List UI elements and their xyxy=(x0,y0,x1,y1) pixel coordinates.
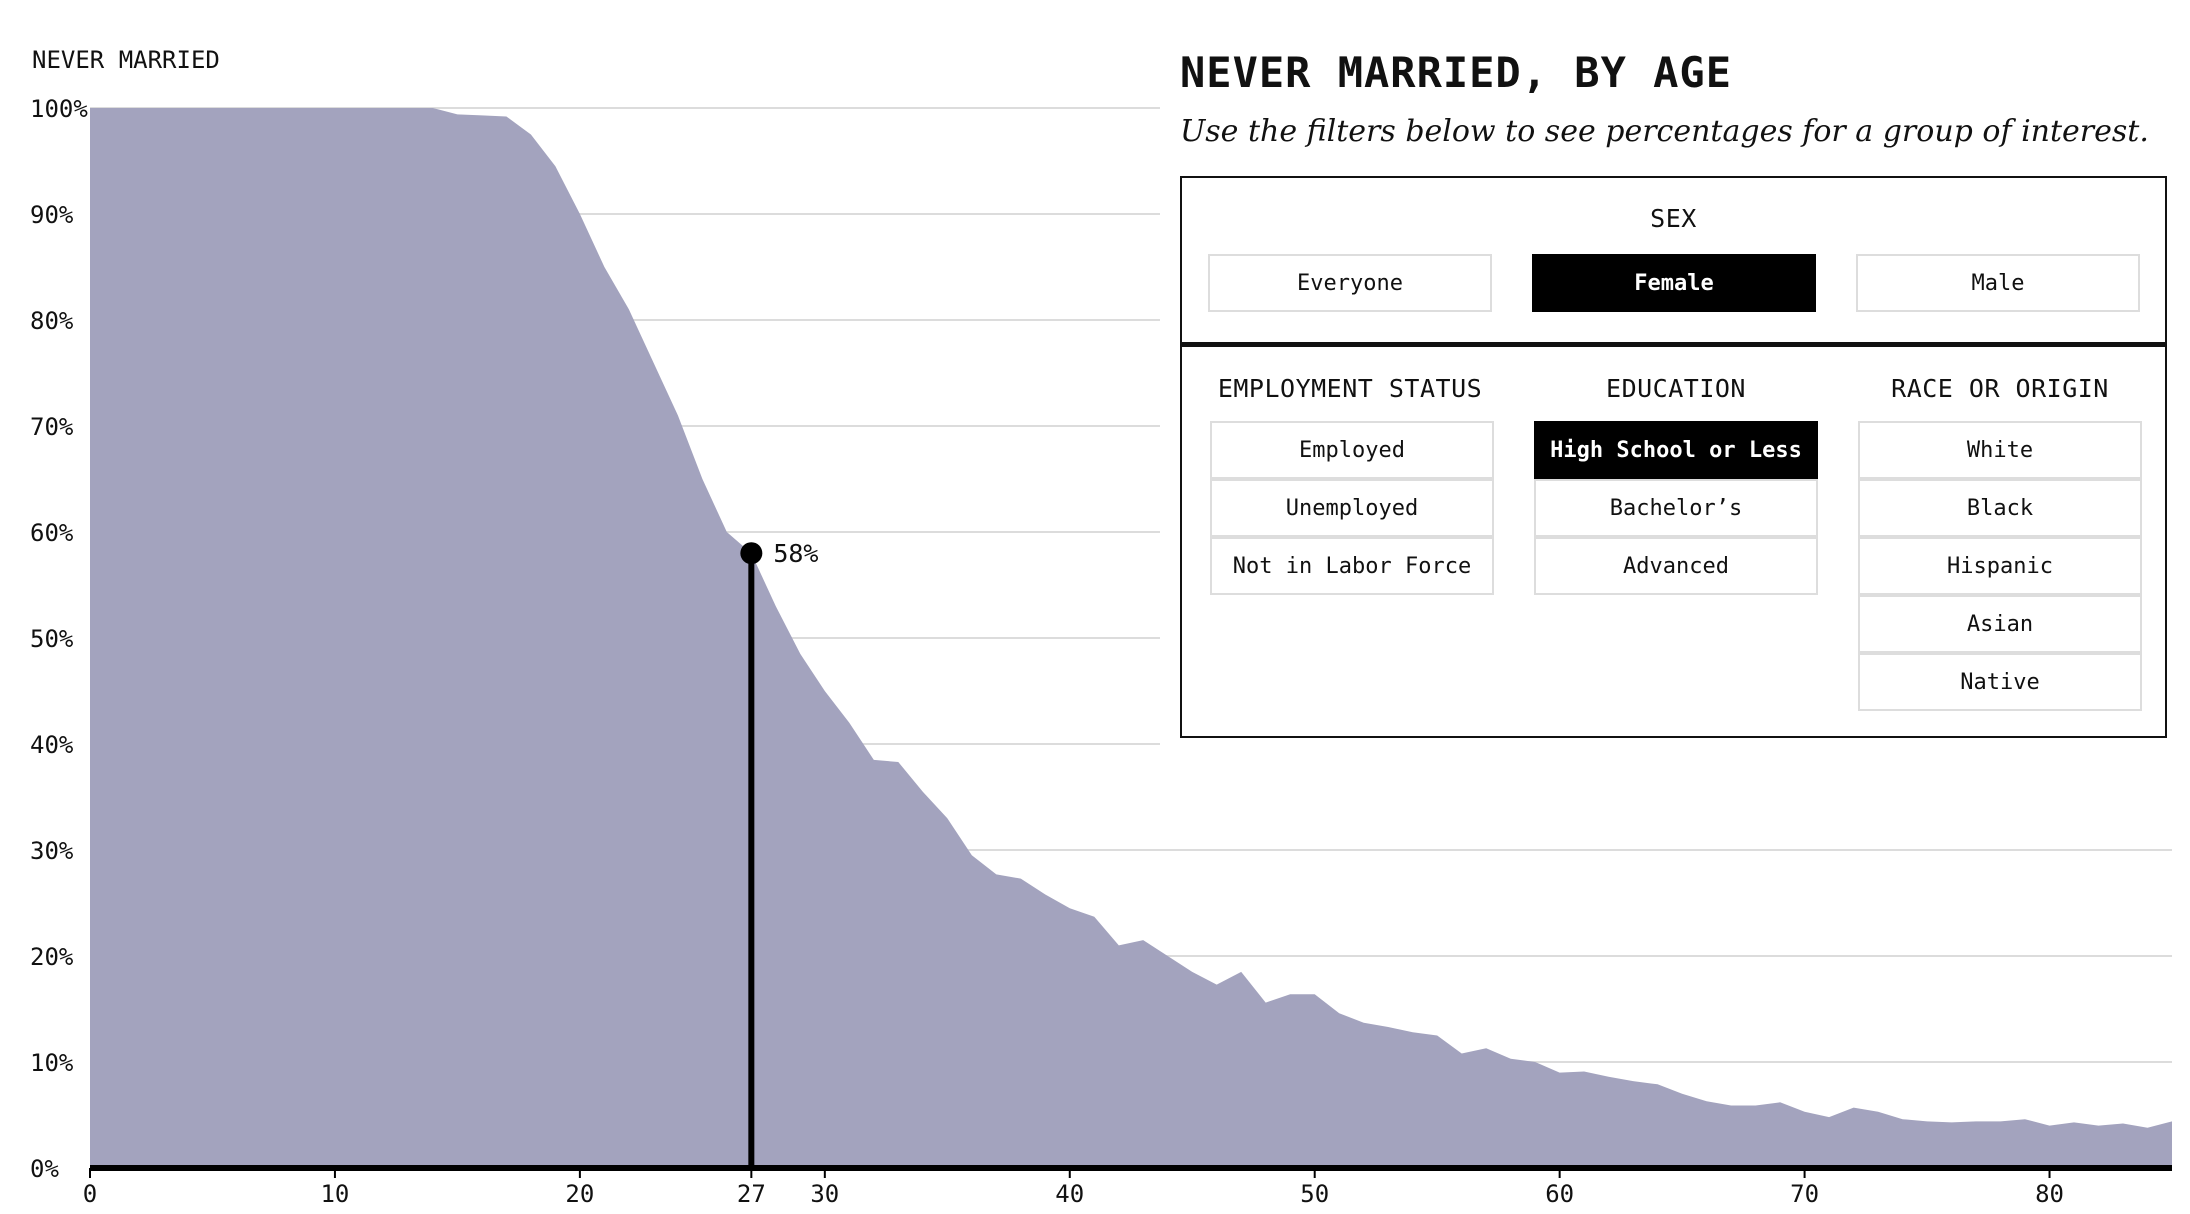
employment-employed-button[interactable]: Employed xyxy=(1210,421,1494,479)
x-tick-label: 40 xyxy=(1055,1180,1084,1208)
sex-heading: SEX xyxy=(1650,204,1697,233)
employment-not-in-labor-force-button[interactable]: Not in Labor Force xyxy=(1210,537,1494,595)
x-tick-label: 27 xyxy=(737,1180,766,1208)
education-advanced-button[interactable]: Advanced xyxy=(1534,537,1818,595)
page-title: NEVER MARRIED, BY AGE xyxy=(1180,48,1733,97)
highlight-marker-dot[interactable] xyxy=(740,542,763,565)
y-axis-tick-labels: 0% 10% 20% 30% 40% 50% 60% 70% 80% 90% 100% xyxy=(30,95,88,1183)
education-high-school-button[interactable]: High School or Less xyxy=(1534,421,1818,479)
y-tick-label: 30% xyxy=(30,837,74,865)
education-heading: EDUCATION xyxy=(1606,374,1746,403)
y-tick-label: 100% xyxy=(30,95,88,123)
x-tick-label: 70 xyxy=(1790,1180,1819,1208)
sex-everyone-button[interactable]: Everyone xyxy=(1208,254,1492,312)
race-white-button[interactable]: White xyxy=(1858,421,2142,479)
race-heading: RACE OR ORIGIN xyxy=(1891,374,2109,403)
x-tick-label: 50 xyxy=(1300,1180,1329,1208)
x-tick-label: 20 xyxy=(565,1180,594,1208)
race-hispanic-button[interactable]: Hispanic xyxy=(1858,537,2142,595)
y-tick-label: 40% xyxy=(30,731,74,759)
y-axis-label: NEVER MARRIED xyxy=(32,46,220,74)
x-tick-label: 0 xyxy=(83,1180,97,1208)
x-tick-label: 30 xyxy=(810,1180,839,1208)
y-tick-label: 80% xyxy=(30,307,74,335)
y-tick-label: 10% xyxy=(30,1049,74,1077)
x-tick-label: 60 xyxy=(1545,1180,1574,1208)
race-asian-button[interactable]: Asian xyxy=(1858,595,2142,653)
sex-female-button[interactable]: Female xyxy=(1532,254,1816,312)
filter-panel: NEVER MARRIED, BY AGE Use the filters be… xyxy=(1180,42,2170,738)
race-native-button[interactable]: Native xyxy=(1858,653,2142,711)
sex-male-button[interactable]: Male xyxy=(1856,254,2140,312)
x-tick-label: 80 xyxy=(2035,1180,2064,1208)
employment-unemployed-button[interactable]: Unemployed xyxy=(1210,479,1494,537)
y-tick-label: 20% xyxy=(30,943,74,971)
filters-box: SEX Everyone Female Male EMPLOYMENT STAT… xyxy=(1180,176,2167,738)
employment-heading: EMPLOYMENT STATUS xyxy=(1217,374,1483,403)
y-tick-label: 90% xyxy=(30,201,74,229)
y-tick-label: 50% xyxy=(30,625,74,653)
highlight-value-label: 58% xyxy=(773,539,818,568)
x-axis-tick-labels: 0 10 20 27 30 40 50 60 70 80 xyxy=(83,1168,2064,1208)
y-tick-label: 60% xyxy=(30,519,74,547)
y-tick-label: 0% xyxy=(30,1155,59,1183)
y-tick-label: 70% xyxy=(30,413,74,441)
page-subtitle: Use the filters below to see percentages… xyxy=(1180,114,2149,149)
never-married-area xyxy=(90,108,2172,1168)
race-black-button[interactable]: Black xyxy=(1858,479,2142,537)
x-tick-label: 10 xyxy=(320,1180,349,1208)
education-bachelors-button[interactable]: Bachelor’s xyxy=(1534,479,1818,537)
sex-filter-section: SEX Everyone Female Male xyxy=(1182,178,2165,347)
